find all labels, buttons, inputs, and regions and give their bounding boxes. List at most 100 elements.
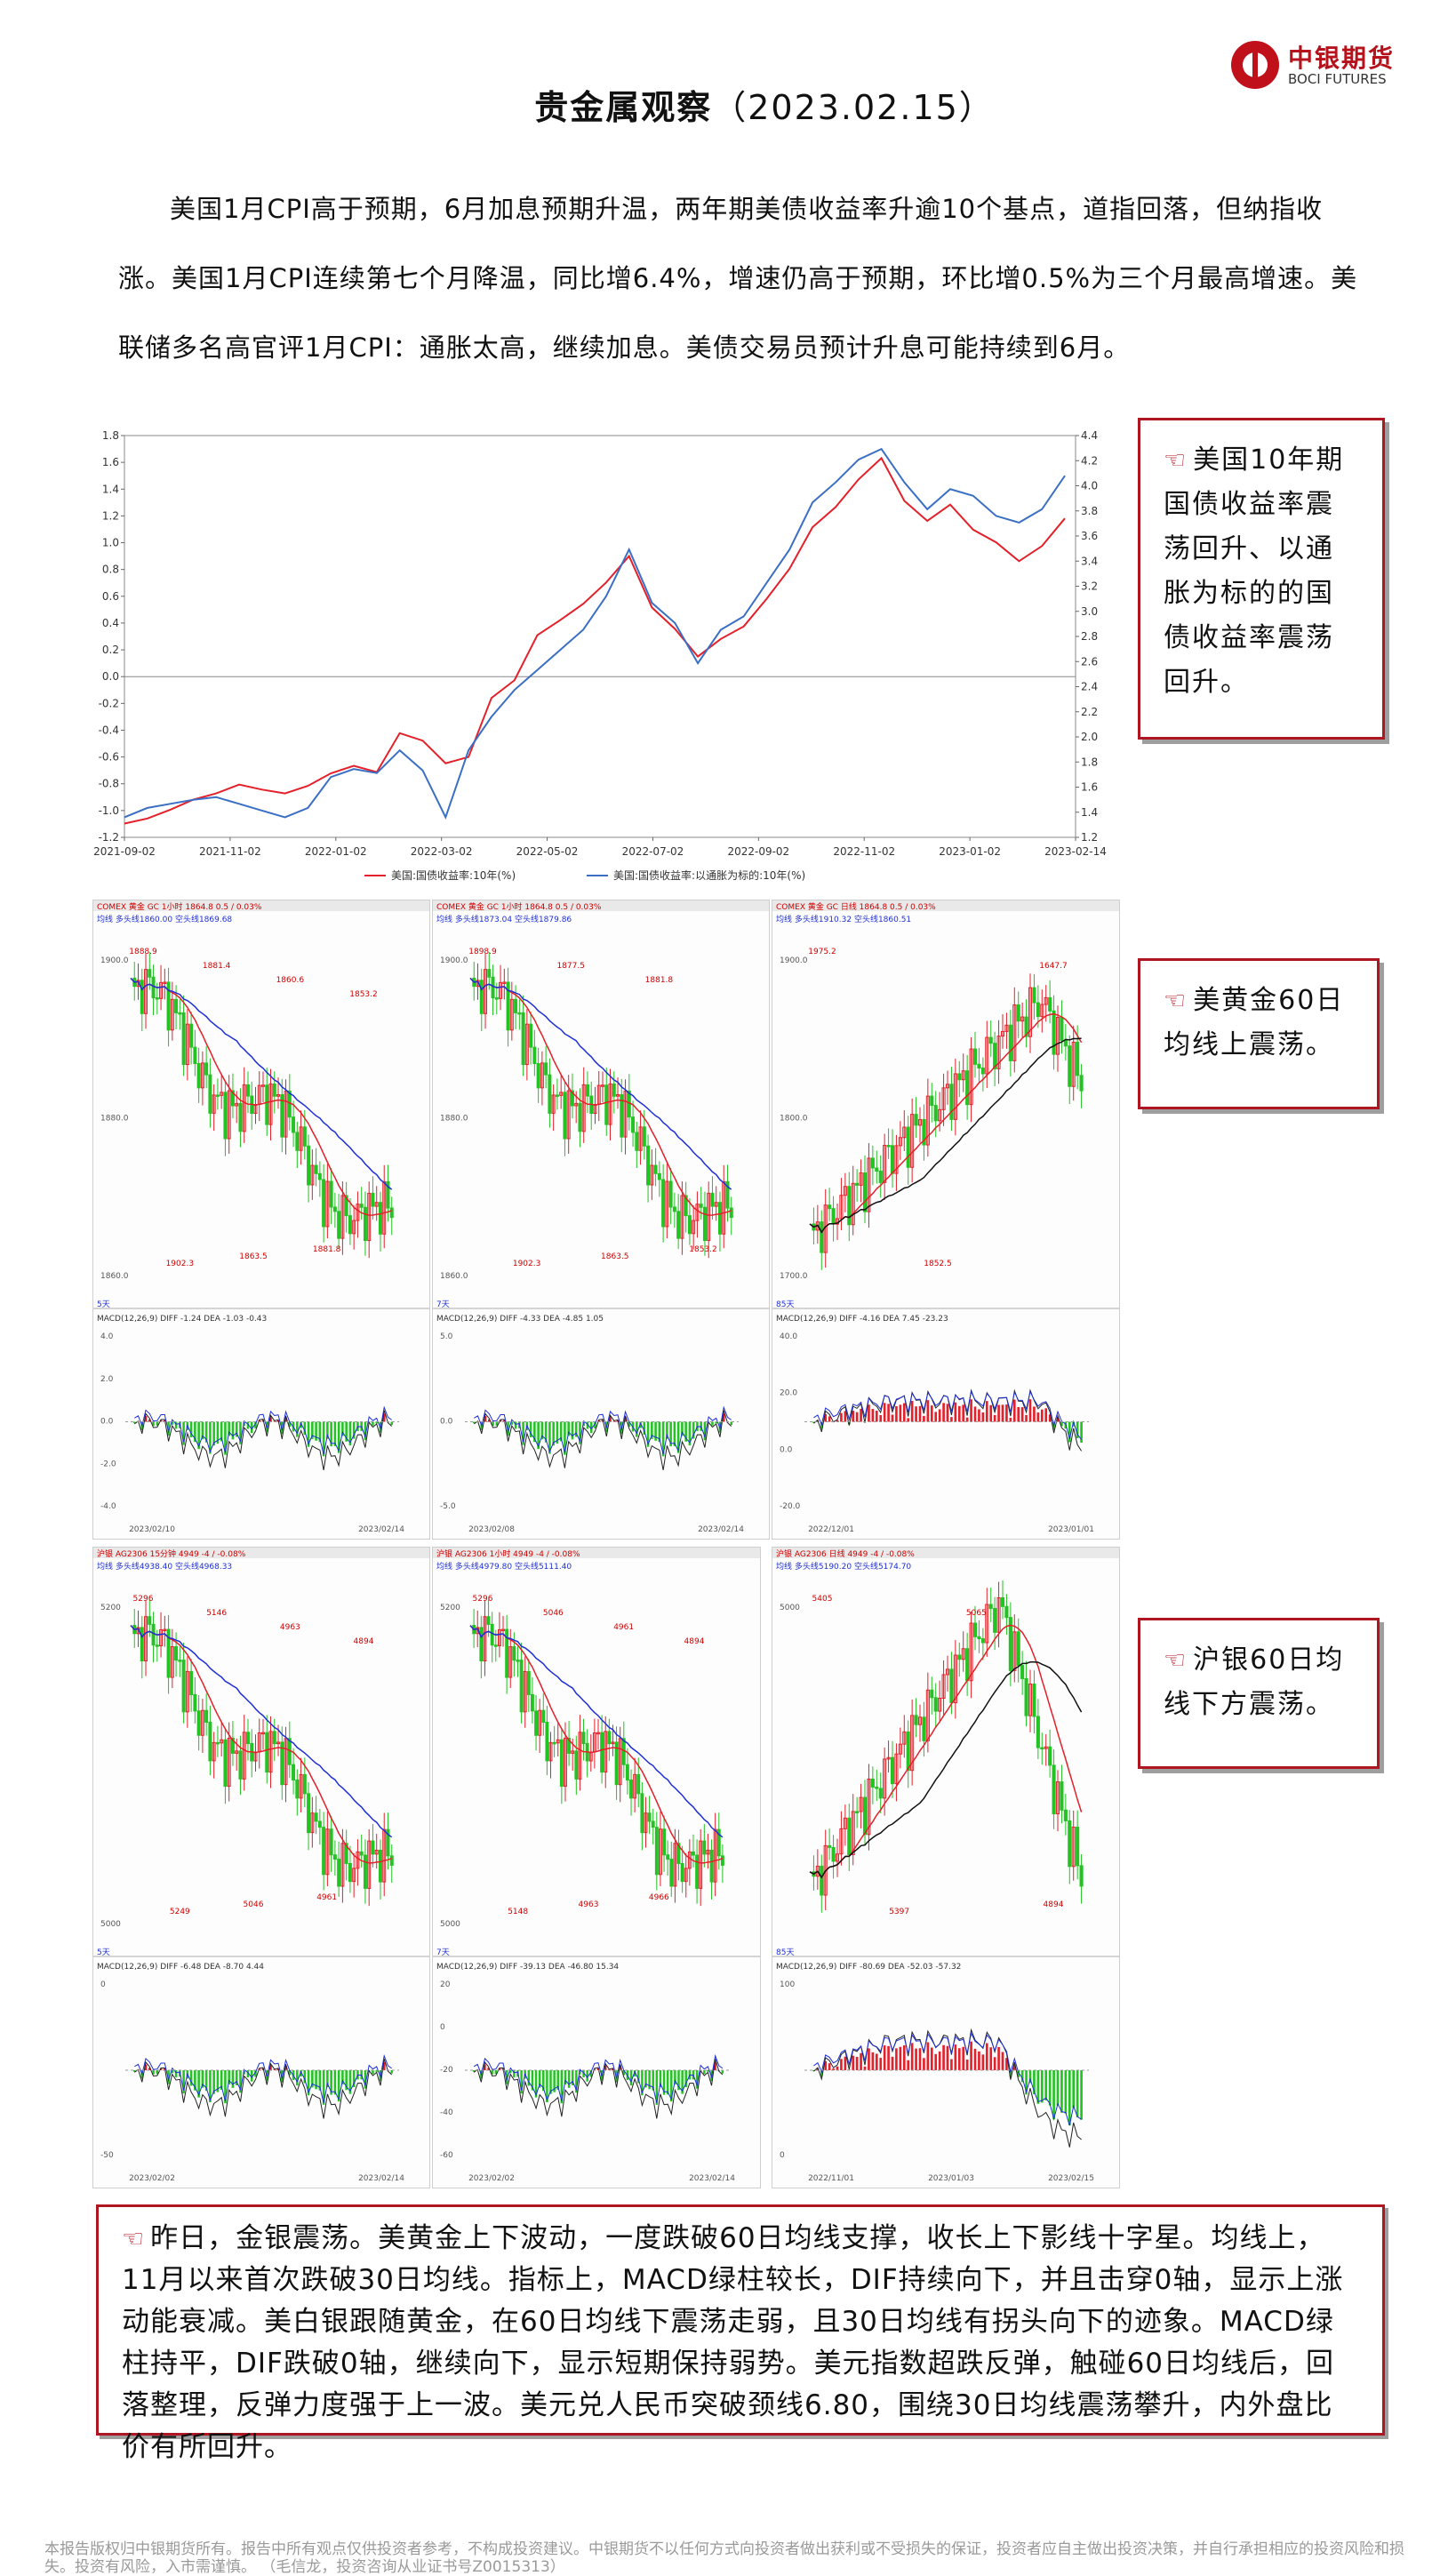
plot-frame	[124, 435, 1076, 838]
right-tick-label: 3.8	[1081, 505, 1098, 517]
ma-long-line	[130, 977, 393, 1190]
right-tick-label: 3.2	[1081, 580, 1098, 593]
title-date: （2023.02.15）	[712, 88, 995, 127]
date-label: 2023/02/08	[468, 1525, 515, 1534]
candle-body	[208, 1074, 212, 1114]
price-annotation: 1975.2	[808, 948, 836, 956]
candle-body	[1000, 1596, 1005, 1607]
candle-body	[611, 1741, 615, 1745]
candle-body	[855, 1182, 860, 1186]
candle-body	[509, 998, 514, 1031]
candle-body	[820, 1221, 824, 1253]
left-tick-label: 0.6	[102, 590, 119, 603]
candle-body	[174, 998, 179, 1013]
candle-body	[235, 1102, 239, 1107]
macd-tick-label: 0	[100, 1980, 106, 1989]
candle-body	[851, 1811, 855, 1855]
price-annotation: 4894	[684, 1637, 705, 1646]
candle-body	[650, 1164, 654, 1186]
candle-body	[687, 1851, 692, 1869]
candle-body	[155, 1644, 159, 1647]
ma-short-line	[809, 1624, 1083, 1879]
candle-body	[680, 1862, 684, 1883]
dif-line	[473, 2058, 724, 2119]
candle-body	[552, 1741, 556, 1745]
candle-body	[322, 1179, 326, 1228]
candle-body	[1024, 1677, 1028, 1716]
candle-body	[268, 1083, 273, 1125]
candle-body	[870, 1778, 875, 1788]
candle-body	[204, 1062, 209, 1076]
candle-body	[352, 1868, 356, 1883]
candle-body	[280, 1741, 284, 1786]
ma-short-line	[130, 977, 392, 1216]
candle-body	[867, 1157, 871, 1212]
candle-body	[166, 981, 171, 1031]
dea-line	[813, 2031, 1082, 2126]
summary-text: 昨日，金银震荡。美黄金上下波动，一度跌破60日均线支撑，收长上下影线十字星。均线…	[122, 2222, 1344, 2463]
candle-body	[284, 1090, 288, 1138]
candle-body	[151, 1623, 156, 1646]
candle-body	[200, 1709, 204, 1736]
candle-body	[272, 1731, 276, 1745]
candle-body	[859, 1796, 863, 1812]
boci-logo-icon	[1231, 41, 1279, 89]
price-annotation: 1888.9	[129, 948, 157, 956]
candle-body	[238, 1750, 243, 1780]
candle-body	[144, 969, 148, 1014]
candle-body	[215, 1094, 220, 1097]
ma-long-line	[130, 1625, 393, 1838]
candle-body	[325, 1180, 330, 1228]
candle-body	[949, 1668, 954, 1704]
candle-body	[1040, 1004, 1044, 1018]
gold-1h-7d-panel: COMEX 黄金 GC 1小时 1864.8 0.5 / 0.03% 均线 多头线…	[432, 900, 770, 1540]
candle-body	[322, 1827, 326, 1876]
candle-body	[261, 1084, 265, 1087]
candle-body	[374, 1202, 379, 1207]
price-annotation: 4963	[579, 1900, 599, 1909]
price-tick-label: 1700.0	[780, 1272, 808, 1281]
candle-body	[526, 1670, 531, 1695]
candle-body	[230, 1738, 235, 1754]
price-annotation: 1898.9	[468, 948, 497, 956]
candle-body	[657, 1172, 661, 1180]
candle-body	[230, 1090, 235, 1107]
candle-body	[635, 1132, 639, 1151]
candle-body	[148, 969, 152, 978]
candle-body	[235, 1750, 239, 1754]
macd-tick-label: -20	[440, 2066, 453, 2075]
candle-body	[668, 1180, 673, 1208]
candle-body	[571, 1750, 575, 1754]
right-tick-label: 3.0	[1081, 605, 1098, 618]
panel-sub-text: 均线 多头线1873.04 空头线1879.86	[436, 914, 572, 924]
candle-body	[980, 1638, 985, 1644]
candle-body	[957, 1073, 962, 1081]
panel-header-text: COMEX 黄金 GC 1小时 1864.8 0.5 / 0.03%	[436, 901, 602, 912]
price-annotation: 1863.5	[239, 1252, 268, 1261]
candle-body	[159, 981, 164, 999]
candle-body	[600, 1732, 604, 1773]
x-tick-label: 2022-07-02	[622, 845, 684, 858]
price-annotation: 1881.8	[645, 976, 674, 985]
right-tick-label: 2.0	[1081, 731, 1098, 743]
note-silver: ☜ 沪银60日均线下方震荡。	[1138, 1618, 1380, 1769]
candle-body	[953, 1073, 957, 1120]
candle-body	[317, 1820, 322, 1828]
candle-body	[245, 1084, 250, 1097]
candle-body	[917, 1119, 923, 1126]
candle-body	[977, 1636, 981, 1640]
left-tick-label: 1.4	[102, 483, 119, 495]
candle-body	[638, 1126, 643, 1151]
candle-body	[185, 1023, 189, 1066]
price-tick-label: 1860.0	[440, 1272, 468, 1281]
candle-body	[875, 1786, 879, 1789]
candle-body	[839, 1195, 844, 1220]
candle-body	[878, 1170, 883, 1183]
candle-body	[883, 1145, 887, 1183]
price-tick-label: 1880.0	[440, 1115, 468, 1124]
candle-body	[227, 1090, 231, 1140]
candle-body	[148, 1616, 152, 1625]
candle-body	[493, 1644, 498, 1647]
panel-sub-text: 均线 多头线1860.00 空头线1869.68	[97, 914, 232, 924]
candle-body	[292, 1116, 296, 1133]
